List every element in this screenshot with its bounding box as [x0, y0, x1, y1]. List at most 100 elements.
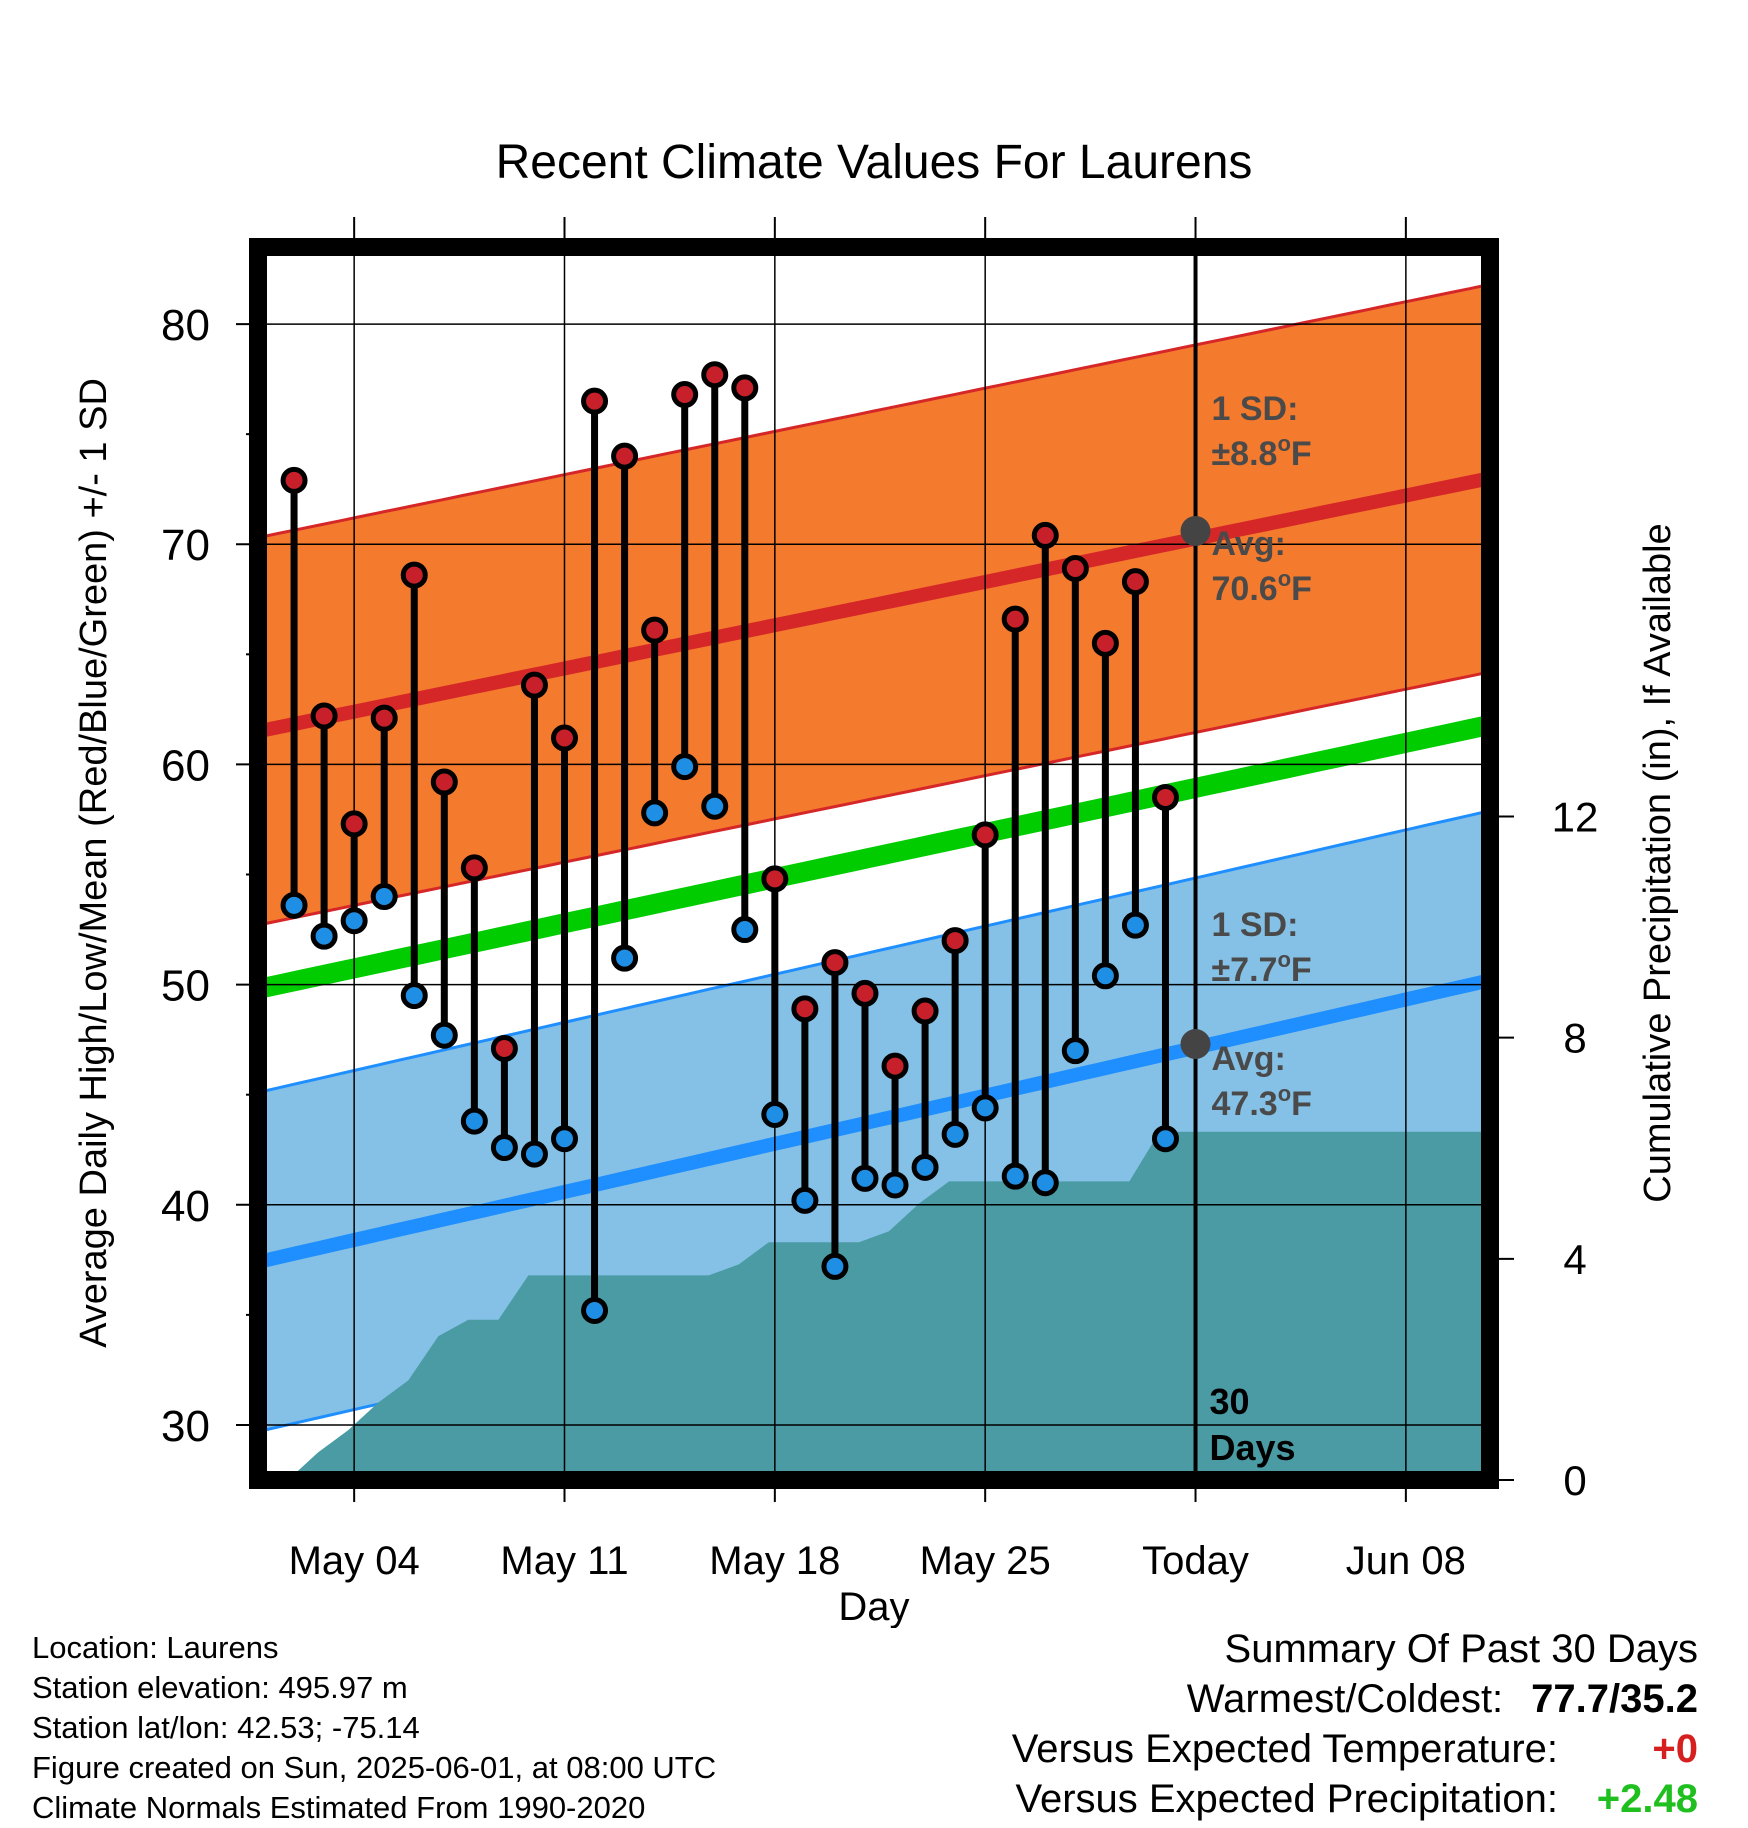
low-point — [430, 1021, 458, 1049]
low-band-upper-edge — [258, 809, 1490, 1094]
high-point — [1121, 568, 1149, 596]
normal-mean-line — [258, 715, 1490, 999]
low-point — [911, 1153, 939, 1181]
high-point — [1001, 605, 1029, 633]
high-avg-label: Avg: — [1212, 525, 1286, 563]
chart-title: Recent Climate Values For Laurens — [496, 136, 1253, 189]
plot-frame — [249, 238, 1499, 1489]
high-sd-value: ±8.8oF — [1212, 431, 1312, 473]
summary-temp-row: Versus Expected Temperature: +0 — [1012, 1724, 1698, 1774]
y-axis-right-label: Cumulative Precipitation (in), If Availa… — [1637, 523, 1679, 1202]
high-point — [460, 854, 488, 882]
low-point — [791, 1186, 819, 1214]
high-point — [1151, 783, 1179, 811]
high-point — [641, 616, 669, 644]
precip-value: +2.48 — [1596, 1777, 1698, 1821]
y-axis-left-label: Average Daily High/Low/Mean (Red/Blue/Gr… — [73, 378, 115, 1348]
precip-label: Versus Expected Precipitation: — [1015, 1777, 1558, 1821]
y-right-tick-label: 12 — [1552, 794, 1599, 841]
low-point — [611, 944, 639, 972]
low-avg-value: 47.3oF — [1212, 1081, 1312, 1123]
y-right-tick-label: 8 — [1563, 1015, 1586, 1062]
low-point — [941, 1120, 969, 1148]
high-point — [851, 979, 879, 1007]
low-point — [581, 1296, 609, 1324]
latlon-text: Station lat/lon: 42.53; -75.14 — [32, 1710, 420, 1745]
temp-label: Versus Expected Temperature: — [1011, 1727, 1558, 1771]
summary-warmest-row: Warmest/Coldest: 77.7/35.2 — [1012, 1674, 1698, 1724]
today-high-avg-marker — [1180, 516, 1211, 547]
created-text: Figure created on Sun, 2025-06-01, at 08… — [32, 1750, 717, 1785]
x-tick-label: Jun 08 — [1346, 1539, 1466, 1583]
y-left-tick-label: 50 — [161, 962, 210, 1011]
location-text: Location: Laurens — [32, 1630, 279, 1665]
x-tick-label: Today — [1142, 1539, 1249, 1583]
low-point — [761, 1101, 789, 1129]
low-point — [701, 792, 729, 820]
today-low-avg-marker — [1180, 1029, 1211, 1060]
high-point — [701, 361, 729, 389]
high-avg-value: 70.6oF — [1212, 566, 1312, 608]
x-tick-label: May 25 — [920, 1539, 1051, 1583]
high-point — [731, 374, 759, 402]
low-point — [400, 982, 428, 1010]
summary-precip-row: Versus Expected Precipitation: +2.48 — [1012, 1774, 1698, 1824]
low-point — [821, 1252, 849, 1280]
warmest-value: 77.7/35.2 — [1531, 1677, 1698, 1721]
low-sd-value: ±7.7oF — [1212, 947, 1312, 989]
low-point — [1151, 1125, 1179, 1153]
warmest-label: Warmest/Coldest: — [1186, 1677, 1504, 1721]
low-point — [731, 916, 759, 944]
high-point — [430, 768, 458, 796]
x-tick-label: May 04 — [289, 1539, 420, 1583]
low-point — [490, 1134, 518, 1162]
low-point — [460, 1107, 488, 1135]
normal-low-line — [258, 973, 1490, 1269]
high-point — [280, 466, 308, 494]
precipitation-area — [258, 1131, 1490, 1480]
station-info: Location: Laurens Station elevation: 495… — [32, 1628, 716, 1828]
high-point — [881, 1052, 909, 1080]
high-band-upper-edge — [258, 282, 1490, 540]
low-point — [641, 799, 669, 827]
high-point — [1061, 554, 1089, 582]
high-point — [611, 442, 639, 470]
low-avg-label: Avg: — [1212, 1040, 1286, 1078]
low-point — [851, 1164, 879, 1192]
x-tick-label: May 18 — [709, 1539, 840, 1583]
high-point — [370, 704, 398, 732]
y-left-tick-label: 30 — [161, 1402, 210, 1451]
y-left-tick-label: 70 — [161, 521, 210, 570]
high-point — [761, 865, 789, 893]
period-unit-label: Days — [1210, 1427, 1296, 1468]
y-left-tick-label: 80 — [161, 301, 210, 350]
y-left-tick-label: 40 — [161, 1182, 210, 1231]
high-sd-label: 1 SD: — [1212, 390, 1299, 428]
high-point — [490, 1034, 518, 1062]
high-point — [941, 927, 969, 955]
low-point — [971, 1094, 999, 1122]
high-point — [821, 949, 849, 977]
low-point — [671, 753, 699, 781]
summary-panel: Summary Of Past 30 Days Warmest/Coldest:… — [1012, 1624, 1698, 1824]
high-band-lower-edge — [258, 670, 1490, 927]
x-axis-label: Day — [838, 1585, 909, 1628]
high-point — [971, 821, 999, 849]
low-point — [1001, 1162, 1029, 1190]
y-right-tick-label: 0 — [1563, 1457, 1586, 1504]
period-count-label: 30 — [1210, 1381, 1250, 1422]
y-right-tick-label: 4 — [1563, 1236, 1586, 1283]
high-point — [1091, 629, 1119, 657]
high-point — [581, 387, 609, 415]
high-point — [400, 561, 428, 589]
low-point — [310, 922, 338, 950]
low-point — [280, 891, 308, 919]
low-point — [1061, 1037, 1089, 1065]
low-point — [370, 883, 398, 911]
elevation-text: Station elevation: 495.97 m — [32, 1670, 408, 1705]
high-point — [791, 995, 819, 1023]
high-point — [911, 997, 939, 1025]
low-point — [1031, 1169, 1059, 1197]
temp-value: +0 — [1652, 1727, 1698, 1771]
low-point — [1121, 911, 1149, 939]
